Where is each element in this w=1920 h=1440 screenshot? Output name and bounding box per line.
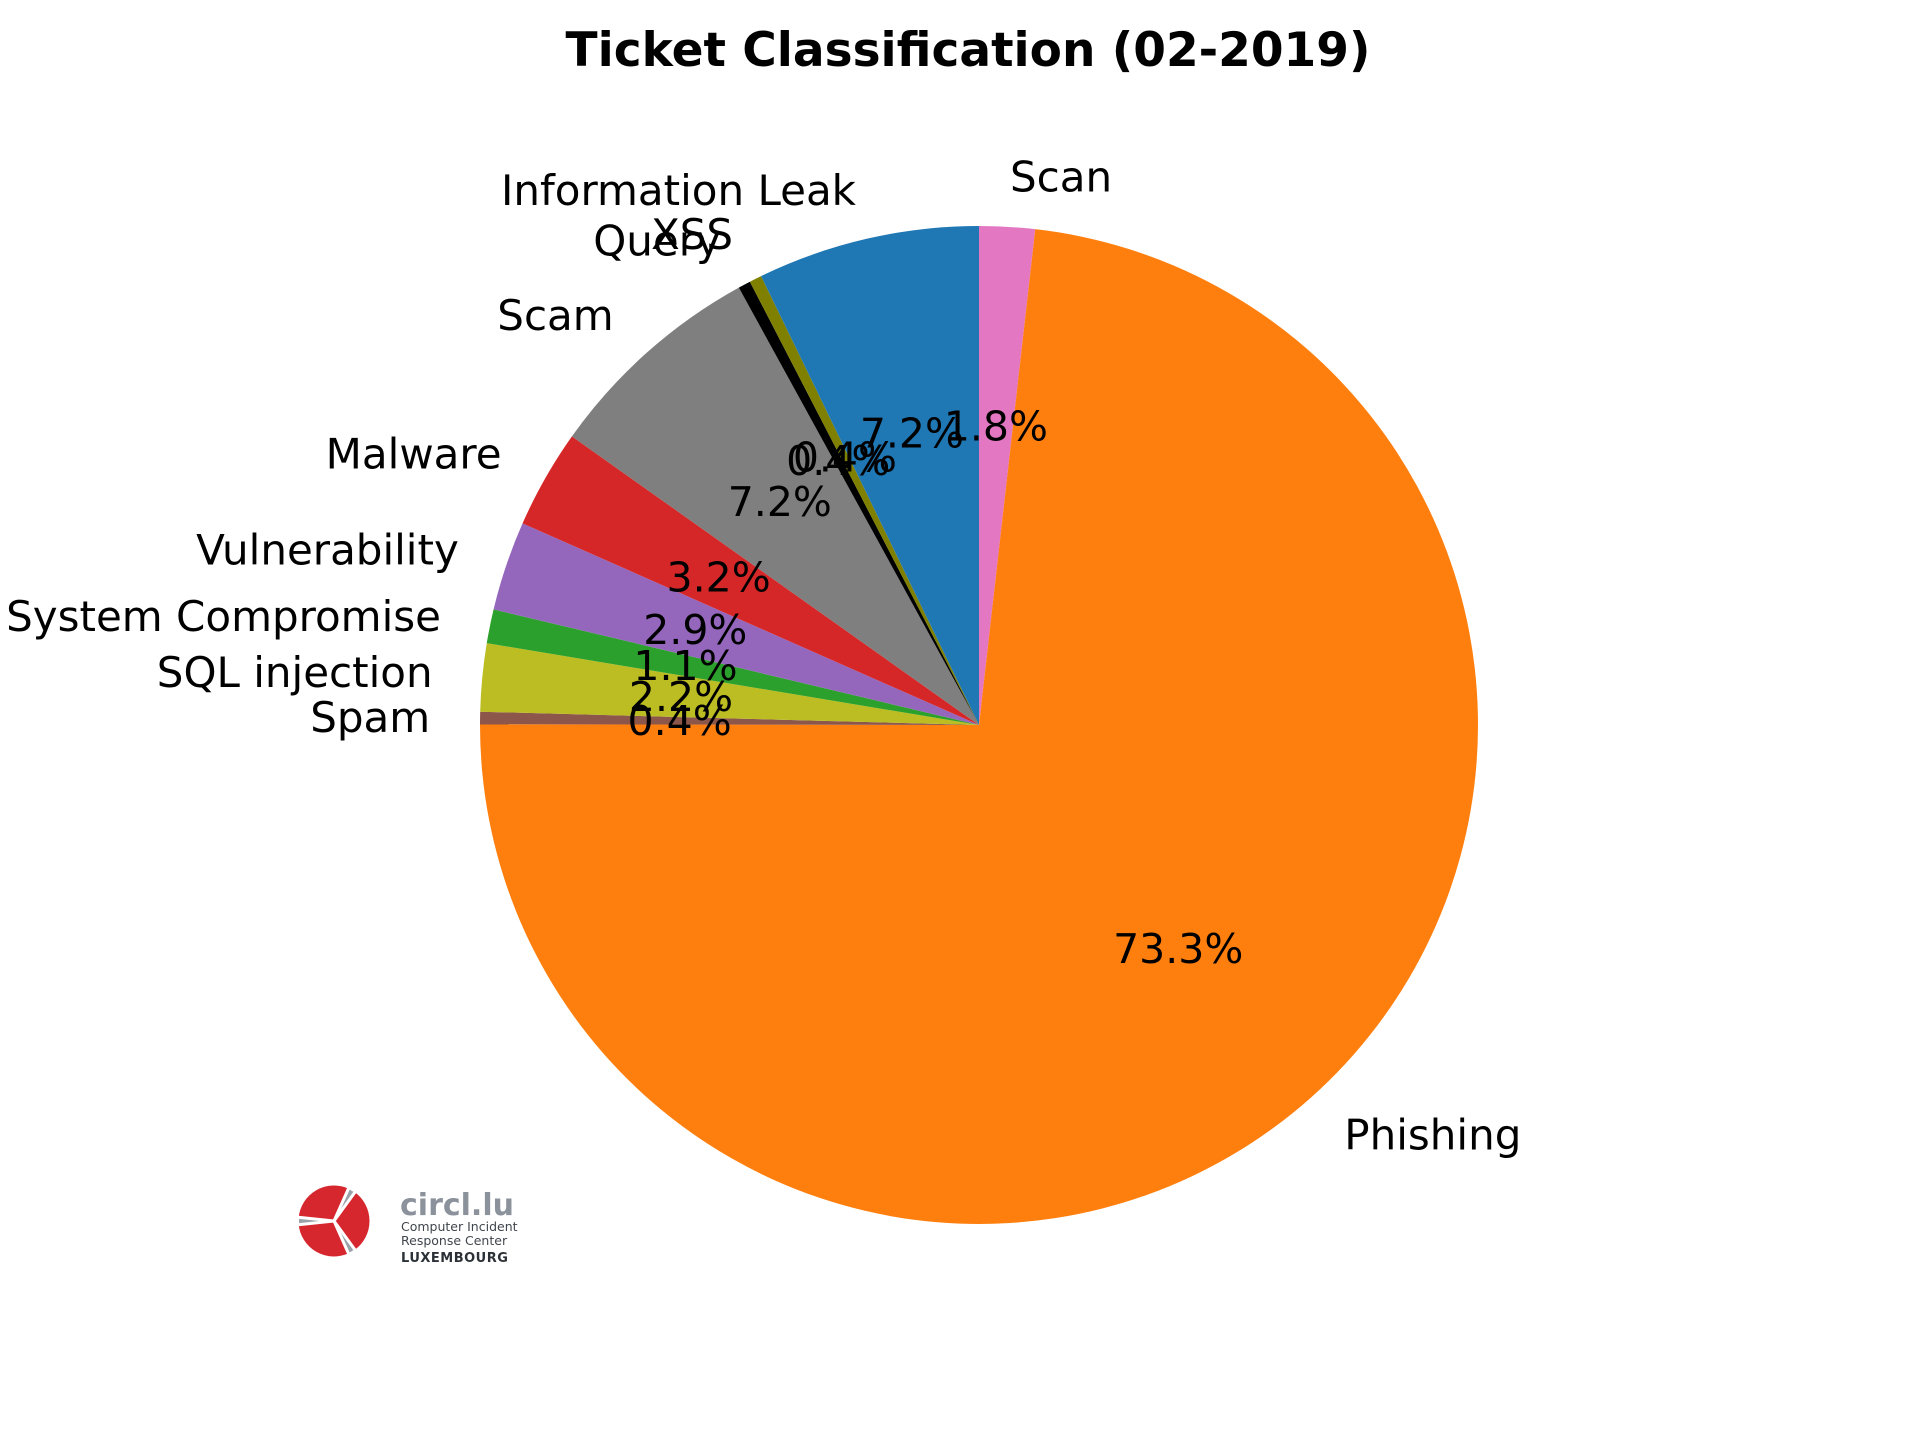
- circl-logo-mark: [295, 1182, 373, 1260]
- logo-brand-text: circl.lu: [400, 1188, 514, 1223]
- pie-label-query: Query: [593, 216, 721, 265]
- circl-logo: circl.lu Computer Incident Response Cent…: [295, 1182, 518, 1266]
- pie-slice-phishing: [479, 229, 1478, 1224]
- logo-line-2: Response Center: [401, 1233, 508, 1248]
- pie-pct-scan: 1.8%: [944, 402, 1048, 450]
- logo-shutter-blade-2: [295, 1219, 352, 1260]
- logo-shutter-blade-3: [332, 1188, 373, 1254]
- logo-line-3: LUXEMBOURG: [401, 1251, 508, 1266]
- pie-pct-malware: 3.2%: [667, 554, 771, 602]
- pie-label-system-compromise: System Compromise: [6, 592, 441, 641]
- pie-pct-spam: 0.4%: [628, 697, 732, 745]
- pie-label-vulnerability: Vulnerability: [196, 526, 459, 575]
- pie-label-sql-injection: SQL injection: [157, 648, 433, 697]
- pie-slice-xss: [749, 276, 979, 725]
- pie-slice-system-compromise: [486, 609, 979, 725]
- pie-label-information-leak: Information Leak: [501, 166, 857, 215]
- pie-pct-vulnerability: 2.9%: [643, 606, 747, 654]
- pie-slice-scan: [979, 225, 1036, 725]
- pie-pct-information-leak: 7.2%: [860, 410, 964, 458]
- pie-pct-phishing: 73.3%: [1113, 925, 1243, 973]
- pie-pct-scam: 7.2%: [728, 478, 832, 526]
- pie-labels-layer: 1.8% Scan 73.3% Phishing 0.4% Spam 2.2% SQL inj…: [6, 153, 1521, 1160]
- pie-slice-information-leak: [761, 226, 979, 725]
- pie-pct-query: 0.4%: [786, 437, 890, 485]
- pie-slice-vulnerability: [493, 523, 979, 725]
- pie-slice-spam: [480, 711, 979, 725]
- pie-slice-sql-injection: [480, 643, 979, 725]
- pie-label-scam: Scam: [497, 291, 613, 340]
- pie-slices-layer: [479, 225, 1478, 1224]
- pie-pct-sql-injection: 2.2%: [629, 673, 733, 721]
- logo-line-1: Computer Incident: [401, 1219, 518, 1234]
- pie-slice-query: [738, 281, 979, 725]
- pie-label-phishing: Phishing: [1344, 1110, 1521, 1159]
- pie-label-spam: Spam: [310, 693, 430, 742]
- chart-title: Ticket Classification (02-2019): [566, 23, 1371, 78]
- pie-label-scan: Scan: [1010, 153, 1112, 202]
- pie-pct-xss: 0.4%: [793, 434, 897, 482]
- pie-slice-scam: [571, 287, 979, 725]
- logo-shutter-blade-1: [295, 1182, 352, 1223]
- pie-pct-system-compromise: 1.1%: [633, 642, 737, 690]
- pie-slice-malware: [522, 436, 979, 725]
- pie-label-malware: Malware: [326, 430, 502, 479]
- pie-label-xss: XSS: [651, 210, 733, 259]
